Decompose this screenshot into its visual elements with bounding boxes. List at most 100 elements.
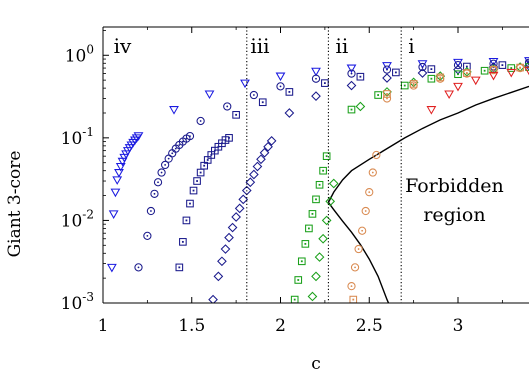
data-point-circle	[453, 60, 463, 70]
data-point-square	[225, 134, 233, 142]
data-point-diamond	[314, 252, 325, 262]
data-point-square-dot	[377, 94, 380, 96]
data-point-square-dot	[203, 164, 206, 167]
forbidden-region-label: region	[423, 204, 485, 226]
data-point-square-dot	[308, 227, 310, 230]
data-point-circle-dot	[361, 229, 364, 232]
data-point-circle-dot	[137, 266, 140, 269]
region-label: iii	[250, 34, 269, 58]
data-point-circle	[160, 160, 170, 170]
data-point-circle-dot	[174, 147, 177, 150]
data-point-square-dot	[492, 68, 495, 71]
data-point-circle-dot	[171, 152, 174, 155]
data-point-square	[232, 111, 240, 119]
data-point-circle-dot	[386, 68, 388, 71]
data-point-triangle	[275, 72, 286, 82]
y-tick-label: 10-2	[61, 207, 94, 231]
data-point-triangle	[444, 90, 455, 100]
data-point-diamond	[259, 147, 270, 158]
data-point-square-dot	[412, 83, 415, 85]
data-point-square-dot	[192, 189, 195, 192]
data-point-triangle	[112, 176, 123, 185]
data-point-triangle	[169, 106, 179, 115]
data-point-diamond	[311, 91, 321, 101]
data-point-circle-dot	[226, 105, 229, 108]
data-point-triangle	[453, 82, 463, 92]
data-point-square-dot	[386, 93, 388, 95]
data-point-circle	[354, 244, 363, 254]
data-point-circle-dot	[146, 234, 149, 237]
data-point-square-dot	[510, 67, 513, 69]
data-point-triangle	[110, 188, 121, 198]
data-point-circle-dot	[153, 192, 156, 195]
data-point-triangle	[108, 210, 119, 219]
axes: 1 1.5 2 2.5 3 100 10-1 10-2 10-3	[61, 26, 529, 336]
y-tick-label: 10-1	[61, 125, 94, 149]
data-point-circle	[358, 226, 367, 235]
data-point-triangle	[488, 58, 499, 67]
data-point-circle-dot	[160, 171, 163, 174]
data-point-circle-dot	[421, 66, 424, 68]
data-point-square-dot	[210, 154, 213, 156]
data-point-square-dot	[213, 149, 216, 152]
data-point-circle-dot	[164, 164, 167, 166]
data-point-square-dot	[403, 84, 406, 87]
data-point-circle	[350, 263, 360, 272]
data-point-diamond	[382, 73, 392, 83]
data-point-square	[179, 238, 187, 246]
data-point-square-dot	[430, 68, 433, 71]
data-point-triangle	[506, 68, 517, 78]
data-point-triangle	[133, 132, 144, 141]
data-point-diamond	[238, 194, 249, 205]
data-point-square	[322, 152, 331, 160]
data-point-square-dot	[185, 219, 188, 222]
data-point-circle-dot	[167, 157, 170, 160]
data-point-square	[301, 240, 310, 248]
data-point-circle	[372, 150, 381, 160]
data-point-circle-dot	[354, 266, 356, 269]
data-point-triangle	[426, 106, 437, 115]
data-point-triangle	[488, 71, 499, 81]
data-point-diamond	[488, 62, 499, 72]
data-point-diamond	[318, 233, 328, 244]
data-point-circle	[223, 102, 232, 111]
data-point-triangle	[114, 169, 124, 178]
data-point-circle-dot	[386, 97, 388, 100]
region-label: i	[408, 34, 414, 58]
data-point-square	[315, 180, 324, 189]
data-point-diamond	[213, 271, 224, 282]
data-point-square	[409, 80, 418, 88]
data-point-circle	[347, 69, 356, 78]
data-point-square	[463, 69, 471, 77]
data-point-triangle	[346, 64, 357, 74]
data-point-square-dot	[483, 69, 486, 72]
data-point-diamond	[417, 68, 428, 78]
data-point-circle	[143, 231, 152, 240]
data-point-square-dot	[206, 159, 209, 161]
data-point-circle	[418, 62, 427, 72]
data-point-square-dot	[235, 113, 238, 116]
data-point-triangle	[470, 76, 481, 86]
data-point-square	[294, 276, 303, 284]
data-point-square-dot	[196, 180, 198, 182]
x-tick-label: 1.5	[178, 316, 205, 336]
data-point-square	[507, 64, 516, 72]
x-tick-label: 3	[453, 316, 464, 336]
data-point-square-dot	[261, 101, 264, 104]
data-point-circle	[311, 74, 321, 83]
data-point-circle	[368, 168, 377, 177]
data-point-circle	[365, 188, 374, 197]
data-point-circle	[134, 263, 143, 272]
data-point-square-dot	[465, 72, 468, 74]
data-point-circle-dot	[157, 181, 159, 184]
data-point-square-dot	[457, 73, 459, 76]
data-point-square-dot	[228, 136, 230, 139]
data-point-square-dot	[439, 76, 442, 79]
data-point-square-dot	[394, 71, 397, 74]
data-point-triangle	[106, 263, 117, 273]
data-point-square	[427, 74, 436, 83]
data-point-circle-dot	[189, 135, 191, 138]
data-point-square-dot	[501, 64, 504, 67]
data-point-diamond	[263, 141, 273, 152]
data-point-diamond	[284, 108, 295, 118]
